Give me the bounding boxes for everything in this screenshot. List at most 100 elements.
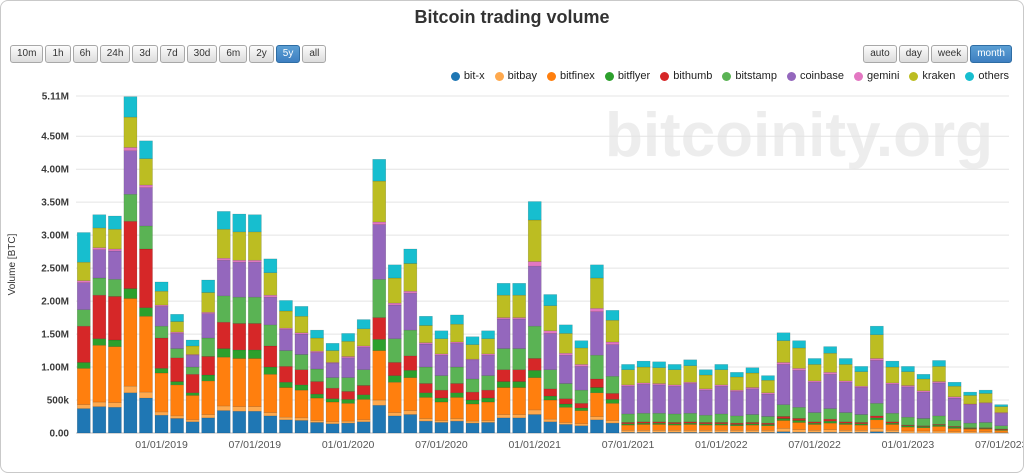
bar-segment-kraken[interactable]: [947, 385, 962, 397]
granularity-button-month[interactable]: month: [970, 45, 1012, 63]
bar-segment-coinbase[interactable]: [216, 259, 231, 297]
bar-segment-bitbay[interactable]: [108, 402, 122, 408]
bar-segment-bitbay[interactable]: [123, 385, 138, 394]
bar-segment-bit-x[interactable]: [123, 392, 138, 434]
bar-segment-others[interactable]: [496, 283, 511, 296]
bar-segment-coinbase[interactable]: [108, 250, 122, 280]
bar-segment-coinbase[interactable]: [356, 347, 371, 370]
bar-segment-bitfinex[interactable]: [714, 424, 729, 431]
bar-segment-bitfinex[interactable]: [901, 426, 915, 432]
bar-segment-bitfinex[interactable]: [341, 403, 355, 422]
bar-segment-bithumb[interactable]: [823, 418, 837, 422]
bar-segment-coinbase[interactable]: [248, 261, 262, 298]
bar-segment-kraken[interactable]: [885, 366, 900, 384]
bar-segment-gemini[interactable]: [108, 248, 122, 252]
bar-segment-kraken[interactable]: [714, 369, 729, 386]
bar-segment-bitfinex[interactable]: [185, 395, 200, 421]
bar-segment-bitflyer[interactable]: [419, 392, 433, 398]
bar-segment-others[interactable]: [185, 339, 200, 347]
bar-segment-kraken[interactable]: [932, 366, 946, 382]
bar-segment-bithumb[interactable]: [776, 416, 791, 419]
legend-item-bitflyer[interactable]: bitflyer: [604, 70, 650, 82]
bar-segment-coinbase[interactable]: [807, 381, 822, 413]
bar-segment-bitbay[interactable]: [559, 422, 573, 425]
bar-segment-bitfinex[interactable]: [978, 428, 993, 432]
bar-segment-bitbay[interactable]: [481, 420, 495, 423]
bar-segment-bitfinex[interactable]: [232, 358, 247, 407]
bar-segment-coinbase[interactable]: [605, 344, 620, 377]
bar-segment-bitstamp[interactable]: [76, 309, 91, 327]
bar-segment-others[interactable]: [667, 364, 682, 370]
bar-segment-others[interactable]: [559, 324, 573, 334]
bar-segment-bitflyer[interactable]: [823, 420, 837, 424]
bar-segment-kraken[interactable]: [232, 231, 247, 261]
bar-segment-bitfinex[interactable]: [154, 372, 169, 413]
bar-segment-gemini[interactable]: [154, 304, 169, 307]
legend-item-others[interactable]: others: [965, 70, 1009, 82]
bar-segment-bitstamp[interactable]: [372, 279, 387, 318]
bar-segment-bit-x[interactable]: [590, 419, 604, 434]
bar-segment-bitbay[interactable]: [450, 418, 464, 422]
bar-segment-bithumb[interactable]: [279, 366, 293, 383]
bar-segment-bitfinex[interactable]: [201, 380, 215, 415]
bar-segment-bitbay[interactable]: [807, 430, 822, 433]
bar-segment-kraken[interactable]: [279, 310, 293, 329]
bar-segment-others[interactable]: [403, 248, 418, 264]
bar-segment-kraken[interactable]: [465, 344, 480, 360]
bar-segment-bitflyer[interactable]: [325, 398, 340, 403]
bar-segment-kraken[interactable]: [636, 366, 651, 384]
bar-segment-bit-x[interactable]: [170, 418, 184, 434]
bar-segment-bit-x[interactable]: [248, 410, 262, 434]
bar-segment-bit-x[interactable]: [559, 424, 573, 434]
bar-segment-bitstamp[interactable]: [123, 194, 138, 222]
bar-segment-bitfinex[interactable]: [387, 381, 402, 413]
bar-segment-coinbase[interactable]: [947, 397, 962, 421]
bar-segment-bitbay[interactable]: [232, 406, 247, 412]
bar-segment-gemini[interactable]: [574, 364, 589, 367]
bar-segment-bitbay[interactable]: [527, 409, 542, 415]
bar-segment-others[interactable]: [248, 214, 262, 233]
bar-segment-bitflyer[interactable]: [154, 368, 169, 374]
bar-segment-bitfinex[interactable]: [372, 350, 387, 401]
bar-segment-others[interactable]: [621, 364, 635, 370]
bar-segment-coinbase[interactable]: [745, 388, 760, 415]
bar-segment-gemini[interactable]: [92, 247, 107, 250]
bar-segment-bitstamp[interactable]: [263, 324, 278, 347]
legend-item-bitfinex[interactable]: bitfinex: [546, 70, 595, 82]
bar-segment-bithumb[interactable]: [854, 422, 869, 425]
bar-segment-bitstamp[interactable]: [932, 415, 946, 425]
bar-segment-bitstamp[interactable]: [341, 377, 355, 392]
bar-segment-gemini[interactable]: [248, 259, 262, 263]
bar-segment-kraken[interactable]: [543, 305, 558, 332]
bar-segment-bit-x[interactable]: [139, 397, 153, 434]
bar-segment-bit-x[interactable]: [232, 410, 247, 434]
bar-segment-coinbase[interactable]: [154, 306, 169, 327]
bar-segment-bitfinex[interactable]: [92, 345, 107, 403]
bar-segment-bitbay[interactable]: [698, 430, 713, 433]
bar-segment-gemini[interactable]: [590, 308, 604, 312]
bar-segment-kraken[interactable]: [761, 379, 775, 394]
bar-segment-bitstamp[interactable]: [901, 416, 915, 426]
bar-segment-gemini[interactable]: [870, 358, 884, 361]
bar-segment-gemini[interactable]: [559, 352, 573, 356]
bar-segment-kraken[interactable]: [667, 369, 682, 386]
bar-segment-bitflyer[interactable]: [512, 381, 526, 388]
bar-segment-bithumb[interactable]: [465, 391, 480, 401]
bar-segment-others[interactable]: [465, 336, 480, 345]
bar-segment-kraken[interactable]: [108, 228, 122, 250]
range-button-all[interactable]: all: [302, 45, 327, 63]
bar-segment-kraken[interactable]: [807, 364, 822, 382]
bar-segment-bitbay[interactable]: [201, 414, 215, 419]
bar-segment-coinbase[interactable]: [185, 354, 200, 368]
bar-segment-bithumb[interactable]: [450, 383, 464, 394]
bar-segment-others[interactable]: [356, 319, 371, 330]
bar-segment-bitfinex[interactable]: [481, 401, 495, 421]
bar-segment-coinbase[interactable]: [201, 313, 215, 339]
bar-segment-bitfinex[interactable]: [652, 424, 666, 431]
bar-segment-gemini[interactable]: [838, 380, 853, 383]
bar-segment-bitbay[interactable]: [683, 430, 698, 433]
bar-segment-bitflyer[interactable]: [123, 288, 138, 299]
bar-segment-bitflyer[interactable]: [310, 393, 324, 399]
bar-segment-bit-x[interactable]: [403, 414, 418, 434]
bar-segment-others[interactable]: [341, 333, 355, 342]
